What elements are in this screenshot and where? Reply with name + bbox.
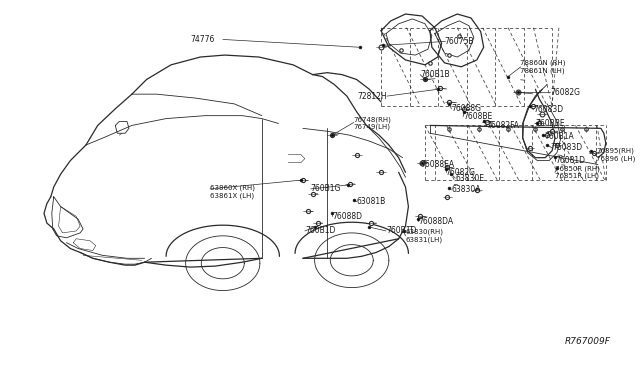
Text: 76088DA: 76088DA — [418, 217, 453, 226]
Text: 72812H: 72812H — [357, 92, 387, 100]
Text: 760B1G: 760B1G — [310, 185, 341, 193]
Text: 63830E: 63830E — [455, 174, 484, 183]
Text: 76088G: 76088G — [451, 104, 481, 113]
Text: 63860X (RH)
63861X (LH): 63860X (RH) 63861X (LH) — [210, 185, 255, 199]
Text: 63830A: 63830A — [451, 185, 481, 195]
Text: 760B1A: 760B1A — [544, 132, 574, 141]
Text: 76082G: 76082G — [550, 88, 580, 97]
Text: 76082G: 76082G — [445, 168, 476, 177]
Text: 76850R (RH)
76851R (LH): 76850R (RH) 76851R (LH) — [555, 165, 600, 179]
Text: 76083D: 76083D — [534, 105, 564, 114]
Text: 63830(RH)
63831(LH): 63830(RH) 63831(LH) — [406, 229, 444, 243]
Text: 78860N (RH)
78861N (LH): 78860N (RH) 78861N (LH) — [520, 60, 565, 74]
Text: 76088D: 76088D — [332, 212, 362, 221]
Text: 76081D: 76081D — [555, 156, 585, 165]
Text: 76082FA: 76082FA — [486, 121, 520, 130]
Text: 76088EA: 76088EA — [420, 160, 454, 169]
Text: 760B1B: 760B1B — [420, 70, 450, 79]
Text: 76075B: 76075B — [445, 37, 474, 46]
Text: 760B1D: 760B1D — [386, 227, 416, 235]
Text: 63081B: 63081B — [356, 197, 386, 206]
Text: 7608BE: 7608BE — [463, 112, 492, 121]
Text: 76895(RH)
76896 (LH): 76895(RH) 76896 (LH) — [596, 148, 636, 162]
Text: 74776: 74776 — [191, 35, 215, 44]
Text: 76748(RH)
76749(LH): 76748(RH) 76749(LH) — [354, 116, 392, 131]
Text: 760BBE: 760BBE — [536, 119, 565, 128]
Text: 76083D: 76083D — [552, 143, 582, 153]
Text: R767009F: R767009F — [564, 337, 611, 346]
Text: 760B1D: 760B1D — [305, 227, 335, 235]
